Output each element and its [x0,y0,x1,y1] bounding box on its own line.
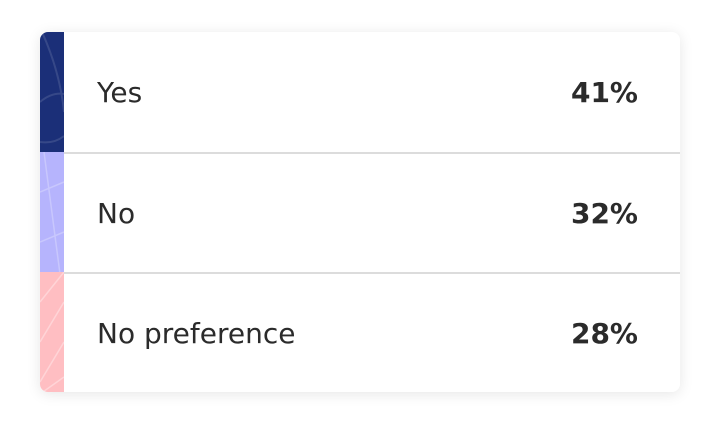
color-stripe [40,272,64,392]
option-percent: 28% [570,316,638,350]
result-row-yes: Yes 41% [40,32,680,152]
color-stripe [40,32,64,152]
stripe-pattern [40,272,64,392]
option-percent: 32% [570,196,638,230]
option-label: No preference [97,316,296,350]
stripe-pattern [40,152,64,274]
option-label: No [97,196,136,230]
option-percent: 41% [570,75,638,109]
stripe-pattern [40,32,64,144]
poll-results-card: Yes 41% No 32% No preference 28% [40,32,680,392]
option-label: Yes [97,75,143,109]
result-row-no: No 32% [40,152,680,274]
color-stripe [40,152,64,274]
result-row-no-preference: No preference 28% [40,272,680,392]
